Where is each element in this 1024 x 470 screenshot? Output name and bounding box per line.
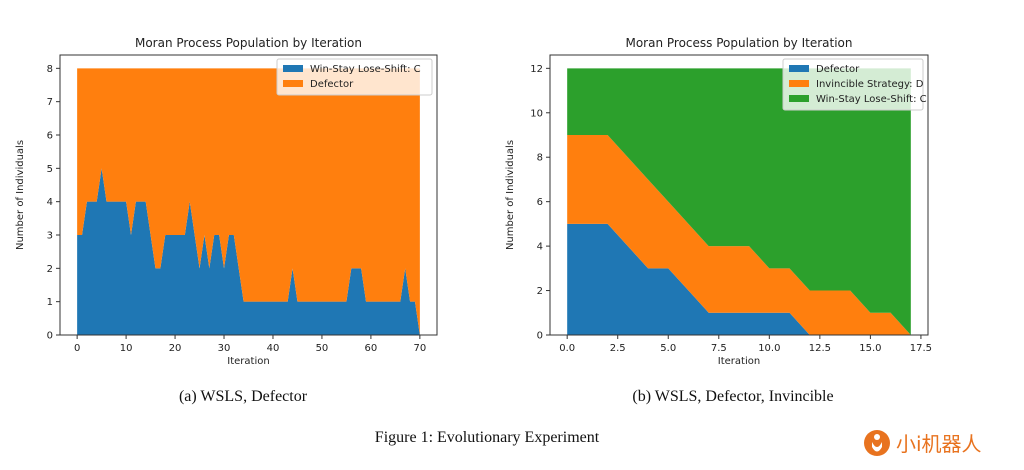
robot-logo-icon bbox=[864, 430, 890, 456]
watermark-text: 小i机器人 bbox=[896, 432, 982, 456]
legend-swatch bbox=[789, 65, 809, 72]
legend-swatch bbox=[283, 80, 303, 87]
x-tick-label: 0.0 bbox=[559, 343, 575, 354]
area-defector bbox=[567, 223, 911, 335]
y-tick-label: 8 bbox=[537, 153, 543, 164]
y-tick-label: 1 bbox=[47, 297, 53, 308]
chart-title: Moran Process Population by Iteration bbox=[135, 36, 362, 50]
legend-swatch bbox=[789, 80, 809, 87]
y-tick-label: 4 bbox=[537, 242, 543, 253]
area-invincible-strategy-d bbox=[567, 135, 911, 335]
x-axis-label: Iteration bbox=[718, 356, 760, 367]
x-tick-label: 30 bbox=[218, 343, 231, 354]
x-axis-label: Iteration bbox=[227, 356, 269, 367]
x-tick-label: 0 bbox=[74, 343, 80, 354]
legend-label: Defector bbox=[310, 79, 354, 90]
x-tick-label: 10 bbox=[120, 343, 133, 354]
x-tick-label: 7.5 bbox=[711, 343, 727, 354]
legend: Win-Stay Lose-Shift: C Defector bbox=[276, 58, 433, 96]
x-tick-label: 17.5 bbox=[910, 343, 932, 354]
chart-a: 0 10 20 30 40 50 60 70 0 1 2 3 4 5 6 7 8 Moran Process Po… bbox=[15, 36, 438, 367]
y-axis-label: Number of Individuals bbox=[505, 140, 516, 250]
y-tick-label: 2 bbox=[537, 286, 543, 297]
caption-b: (b) WSLS, Defector, Invincible bbox=[632, 388, 833, 405]
area-win-stay-lose-shift-c bbox=[77, 168, 420, 335]
axes-frame bbox=[59, 54, 438, 336]
y-tick-label: 2 bbox=[47, 264, 53, 275]
y-tick-label: 0 bbox=[537, 331, 543, 342]
watermark-logo: 小i机器人 bbox=[864, 430, 982, 456]
chart-title: Moran Process Population by Iteration bbox=[625, 36, 852, 50]
y-tick-label: 6 bbox=[537, 197, 543, 208]
x-tick-label: 10.0 bbox=[758, 343, 780, 354]
x-tick-label: 15.0 bbox=[859, 343, 881, 354]
legend-swatch bbox=[283, 65, 303, 72]
legend-label: Win-Stay Lose-Shift: C bbox=[310, 64, 421, 75]
axes-frame bbox=[549, 54, 929, 336]
legend-label: Win-Stay Lose-Shift: C bbox=[816, 94, 927, 105]
x-tick-label: 2.5 bbox=[610, 343, 626, 354]
legend: Defector Invincible Strategy: D Win-Stay L… bbox=[782, 58, 927, 111]
y-tick-label: 0 bbox=[47, 331, 53, 342]
x-tick-label: 5.0 bbox=[660, 343, 676, 354]
y-tick-label: 7 bbox=[47, 97, 53, 108]
y-tick-label: 3 bbox=[47, 231, 53, 242]
x-tick-label: 40 bbox=[267, 343, 280, 354]
x-tick-label: 60 bbox=[365, 343, 378, 354]
y-tick-label: 6 bbox=[47, 131, 53, 142]
y-tick-label: 8 bbox=[47, 64, 53, 75]
y-tick-label: 5 bbox=[47, 164, 53, 175]
y-tick-label: 4 bbox=[47, 197, 53, 208]
figure-caption: Figure 1: Evolutionary Experiment bbox=[375, 429, 600, 446]
legend-label: Invincible Strategy: D bbox=[816, 79, 924, 90]
caption-a: (a) WSLS, Defector bbox=[179, 388, 308, 405]
x-tick-label: 50 bbox=[316, 343, 329, 354]
x-tick-label: 20 bbox=[169, 343, 182, 354]
legend-swatch bbox=[789, 95, 809, 102]
x-tick-label: 12.5 bbox=[809, 343, 831, 354]
y-tick-label: 10 bbox=[530, 108, 543, 119]
y-tick-label: 12 bbox=[530, 64, 543, 75]
x-tick-label: 70 bbox=[413, 343, 426, 354]
area-defector bbox=[77, 68, 420, 335]
area-win-stay-lose-shift-c bbox=[567, 68, 911, 335]
legend-label: Defector bbox=[816, 64, 860, 75]
y-axis-label: Number of Individuals bbox=[15, 140, 26, 250]
chart-b: 0.0 2.5 5.0 7.5 10.0 12.5 15.0 17.5 0 2 4 6 8 10 12 Mor… bbox=[505, 36, 932, 367]
